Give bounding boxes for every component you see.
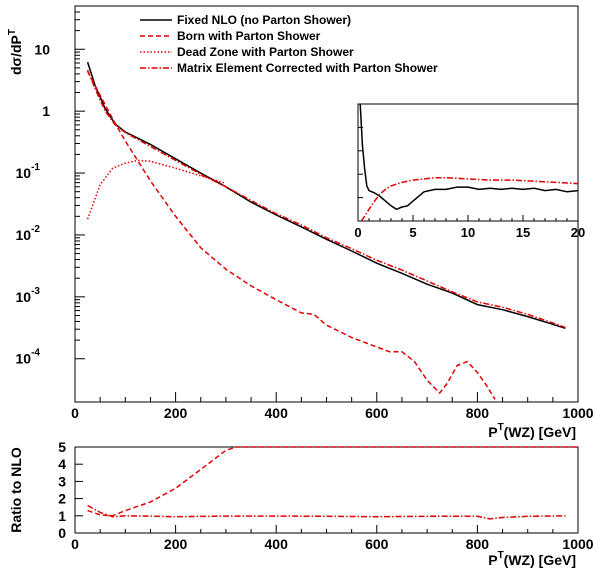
main-y-tick-label-2: 10-1 <box>16 162 41 181</box>
inset-x-tick-label-0: 0 <box>354 225 361 240</box>
main-y-tick-label-exp: -2 <box>31 224 40 235</box>
ratio-plot: Ratio to NLO PT(WZ) [GeV] 0 200 400 600 800 1… <box>8 439 594 568</box>
ratio-x-ticks: 0 200 400 600 800 1000 <box>71 525 594 552</box>
main-x-axis-title-rest: (WZ) [GeV] <box>504 424 576 440</box>
inset-plot-frame <box>357 103 579 222</box>
ratio-x-tick-label-600: 600 <box>365 536 389 552</box>
main-series <box>86 61 566 400</box>
ratio-x-axis-title: PT(WZ) [GeV] <box>488 550 576 568</box>
main-y-axis-title-sup: T <box>7 29 18 35</box>
main-y-tick-label-base: 10 <box>34 41 50 57</box>
ratio-y-axis-title: Ratio to NLO <box>8 447 24 533</box>
ratio-plot-frame <box>74 446 579 534</box>
ratio-x-tick-label-800: 800 <box>466 536 490 552</box>
legend: Fixed NLO (no Parton Shower) Born with P… <box>140 13 438 75</box>
series-line-matrix-element-corrected-with-parton-shower <box>86 69 566 329</box>
legend-label-fixed-nlo: Fixed NLO (no Parton Shower) <box>177 13 351 27</box>
inset-x-tick-label-15: 15 <box>516 225 530 240</box>
main-y-tick-label-3: 10-2 <box>16 224 41 243</box>
legend-label-dead-zone: Dead Zone with Parton Shower <box>177 45 354 59</box>
ratio-y-tick-label-2: 2 <box>58 491 66 507</box>
main-y-tick-label-0: 10 <box>34 41 50 57</box>
main-y-tick-label-4: 10-3 <box>16 286 41 305</box>
ratio-x-tick-label-0: 0 <box>71 536 79 552</box>
main-x-tick-label-1000: 1000 <box>562 405 593 421</box>
main-x-tick-label-400: 400 <box>265 405 289 421</box>
inset-x-tick-label-10: 10 <box>461 225 475 240</box>
ratio-y-tick-label-4: 4 <box>58 456 66 472</box>
main-y-tick-label-base: 10 <box>16 289 32 305</box>
main-x-axis-title: PT(WZ) [GeV] <box>488 422 576 440</box>
main-x-tick-label-0: 0 <box>71 405 79 421</box>
ratio-series-line-0 <box>87 446 578 517</box>
ratio-y-ticks: 012 345 <box>58 439 83 541</box>
main-y-tick-label-exp: -3 <box>31 286 40 297</box>
ratio-y-tick-label-5: 5 <box>58 439 66 455</box>
main-y-tick-label-base: 10 <box>16 227 32 243</box>
ratio-x-axis-title-rest: (WZ) [GeV] <box>504 552 576 568</box>
main-x-ticks: 0 200 400 600 800 1000 <box>71 392 594 421</box>
inset-x-tick-label-20: 20 <box>571 225 585 240</box>
main-y-tick-label-1: 1 <box>42 103 50 119</box>
legend-label-born: Born with Parton Shower <box>177 29 321 43</box>
ratio-x-tick-label-1000: 1000 <box>562 536 593 552</box>
main-x-axis-title-sup: T <box>498 422 504 433</box>
inset-series-line-1 <box>360 176 579 222</box>
ratio-x-tick-label-200: 200 <box>164 536 188 552</box>
main-y-tick-label-5: 10-4 <box>16 348 41 367</box>
ratio-x-tick-label-400: 400 <box>265 536 289 552</box>
inset-series-line-0 <box>359 103 579 211</box>
main-y-tick-label-exp: -4 <box>31 348 40 359</box>
main-x-axis-title-text: P <box>488 424 497 440</box>
main-y-tick-label-exp: -1 <box>31 162 40 173</box>
ratio-x-axis-title-sup: T <box>498 550 504 561</box>
inset-x-ticks: 0 5 10 15 20 <box>354 126 585 240</box>
main-y-tick-label-base: 1 <box>42 103 50 119</box>
main-plot: dσ/dPT PT(WZ) [GeV] 0 200 400 600 800 1000 10… <box>7 5 594 440</box>
ratio-x-axis-title-text: P <box>488 552 497 568</box>
main-y-axis-title-text: dσ/dP <box>8 35 24 75</box>
ratio-y-tick-label-1: 1 <box>58 508 66 524</box>
main-x-tick-label-200: 200 <box>164 405 188 421</box>
ratio-series <box>87 446 578 520</box>
legend-label-mec: Matrix Element Corrected with Parton Sho… <box>177 61 438 75</box>
inset-x-tick-label-5: 5 <box>409 225 416 240</box>
main-y-tick-label-base: 10 <box>16 165 32 181</box>
inset-plot: 0 5 10 15 20 <box>354 103 585 240</box>
main-y-axis-title: dσ/dPT <box>7 29 24 75</box>
main-x-tick-label-600: 600 <box>365 405 389 421</box>
ratio-y-tick-label-3: 3 <box>58 473 66 489</box>
inset-series <box>359 103 579 222</box>
ratio-y-tick-label-0: 0 <box>58 525 66 541</box>
series-line-dead-zone-with-parton-shower <box>86 159 227 220</box>
main-y-tick-label-base: 10 <box>16 351 32 367</box>
main-x-tick-label-800: 800 <box>466 405 490 421</box>
ratio-series-line-1 <box>87 504 566 520</box>
